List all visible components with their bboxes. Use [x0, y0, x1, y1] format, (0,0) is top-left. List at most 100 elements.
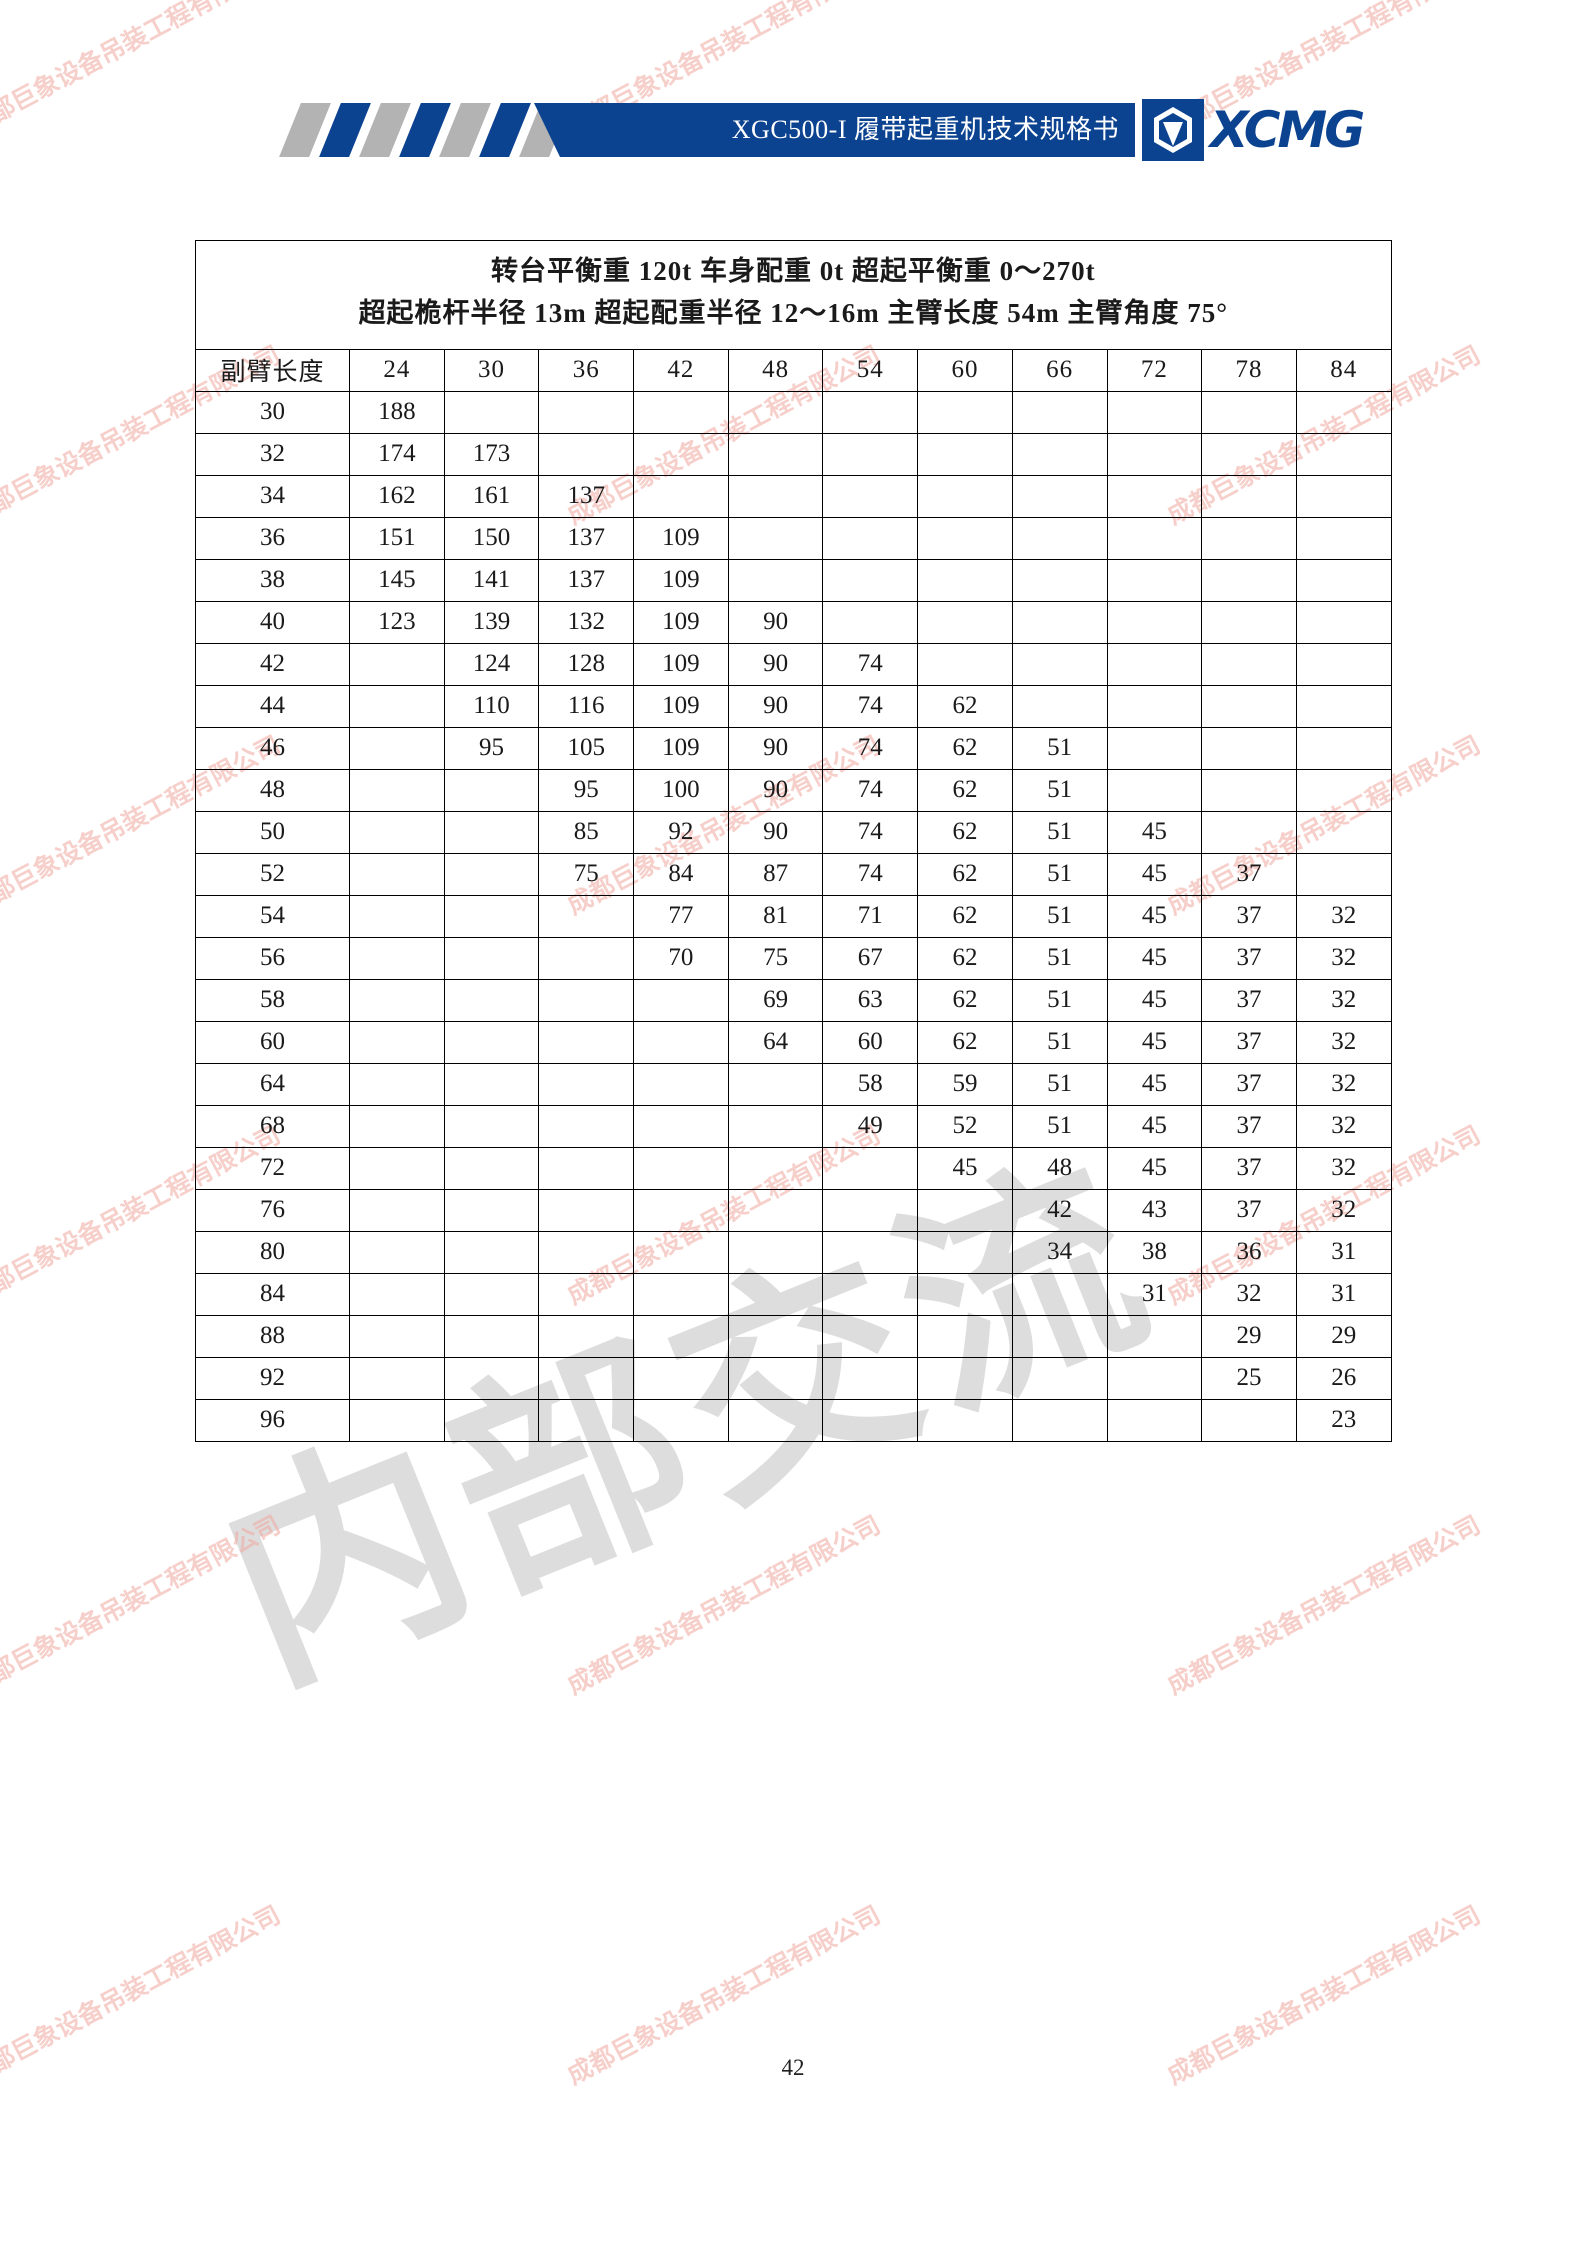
table-cell [917, 1314, 1013, 1358]
table-cell [1011, 558, 1108, 602]
table-cell [349, 978, 445, 1022]
table-cell [727, 1146, 824, 1190]
table-cell: 45 [1106, 978, 1203, 1022]
table-cell [1295, 768, 1392, 812]
table-cell: 137 [538, 474, 635, 518]
table-cell [1011, 516, 1108, 560]
table-cell [538, 390, 635, 434]
table-cell [1106, 516, 1203, 560]
table-cell: 77 [633, 894, 729, 938]
table-cell: 62 [917, 852, 1013, 896]
table-cell [1295, 684, 1392, 728]
table-cell: 45 [1106, 810, 1203, 854]
table-cell [822, 432, 919, 476]
table-cell: 45 [917, 1146, 1013, 1190]
table-cell [538, 1230, 635, 1274]
spec-table-container: 转台平衡重 120t 车身配重 0t 超起平衡重 0～270t 超起桅杆半径 1… [195, 240, 1392, 1442]
table-cell: 109 [633, 558, 729, 602]
row-label: 84 [195, 1272, 350, 1316]
table-cell [822, 1272, 919, 1316]
table-title-row: 转台平衡重 120t 车身配重 0t 超起平衡重 0～270t 超起桅杆半径 1… [195, 240, 1392, 350]
table-cell [1106, 1314, 1203, 1358]
table-cell: 109 [633, 516, 729, 560]
table-cell [727, 1104, 824, 1148]
table-cell [538, 1104, 635, 1148]
table-cell: 62 [917, 810, 1013, 854]
table-cell [1011, 390, 1108, 434]
column-header-72: 72 [1106, 348, 1203, 392]
table-row: 88 29 29 [195, 1314, 1392, 1358]
table-cell: 58 [822, 1062, 919, 1106]
table-cell: 74 [822, 768, 919, 812]
table-cell [1201, 516, 1297, 560]
table-cell: 31 [1106, 1272, 1203, 1316]
table-cell [538, 1188, 635, 1232]
table-cell [1295, 474, 1392, 518]
table-cell: 74 [822, 852, 919, 896]
table-cell [822, 1188, 919, 1232]
table-cell [349, 1020, 445, 1064]
table-cell [538, 1020, 635, 1064]
table-cell: 188 [349, 390, 445, 434]
table-row: 52 75 84 87 74 62 51 45 37 [195, 852, 1392, 896]
table-cell [1295, 726, 1392, 770]
table-cell: 109 [633, 684, 729, 728]
table-cell: 51 [1011, 726, 1108, 770]
table-cell [1201, 390, 1297, 434]
table-row: 30 188 [195, 390, 1392, 434]
table-row: 36 151 150 137 109 [195, 516, 1392, 560]
table-cell [727, 1062, 824, 1106]
table-cell [727, 390, 824, 434]
table-cell: 174 [349, 432, 445, 476]
table-cell: 75 [538, 852, 635, 896]
table-cell [917, 1398, 1013, 1442]
table-cell [538, 1146, 635, 1190]
row-label: 88 [195, 1314, 350, 1358]
watermark-company: 成都巨象设备吊装工程有限公司 [1162, 1510, 1486, 1701]
xcmg-hexagon-icon [1142, 99, 1204, 161]
table-row: 32 174 173 [195, 432, 1392, 476]
table-cell: 69 [727, 978, 824, 1022]
table-cell: 32 [1295, 978, 1392, 1022]
table-cell: 90 [727, 642, 824, 686]
table-row: 92 25 26 [195, 1356, 1392, 1400]
table-cell: 84 [633, 852, 729, 896]
row-label: 76 [195, 1188, 350, 1232]
table-cell [349, 936, 445, 980]
table-cell [349, 1062, 445, 1106]
table-cell [443, 1398, 540, 1442]
table-cell [349, 852, 445, 896]
table-cell [822, 390, 919, 434]
table-cell: 150 [443, 516, 540, 560]
table-cell [349, 726, 445, 770]
table-cell [633, 1398, 729, 1442]
table-cell [349, 810, 445, 854]
table-cell: 45 [1106, 1020, 1203, 1064]
table-cell: 37 [1201, 1020, 1297, 1064]
table-cell [349, 1356, 445, 1400]
row-label: 34 [195, 474, 350, 518]
row-label: 52 [195, 852, 350, 896]
table-cell: 45 [1106, 1104, 1203, 1148]
table-row: 50 85 92 90 74 62 51 45 [195, 810, 1392, 854]
table-cell [443, 894, 540, 938]
table-cell: 62 [917, 684, 1013, 728]
table-cell [727, 516, 824, 560]
table-cell [1106, 642, 1203, 686]
page-number: 42 [781, 2055, 805, 2080]
row-label: 44 [195, 684, 350, 728]
table-cell [349, 1230, 445, 1274]
table-cell [727, 1356, 824, 1400]
table-cell: 32 [1295, 1188, 1392, 1232]
table-cell: 32 [1201, 1272, 1297, 1316]
table-cell [1295, 558, 1392, 602]
table-cell [443, 1356, 540, 1400]
table-cell [1106, 1398, 1203, 1442]
table-cell: 45 [1106, 936, 1203, 980]
table-cell [1011, 1398, 1108, 1442]
table-cell [349, 684, 445, 728]
table-cell: 51 [1011, 936, 1108, 980]
column-header-42: 42 [633, 348, 729, 392]
table-cell [1106, 1356, 1203, 1400]
